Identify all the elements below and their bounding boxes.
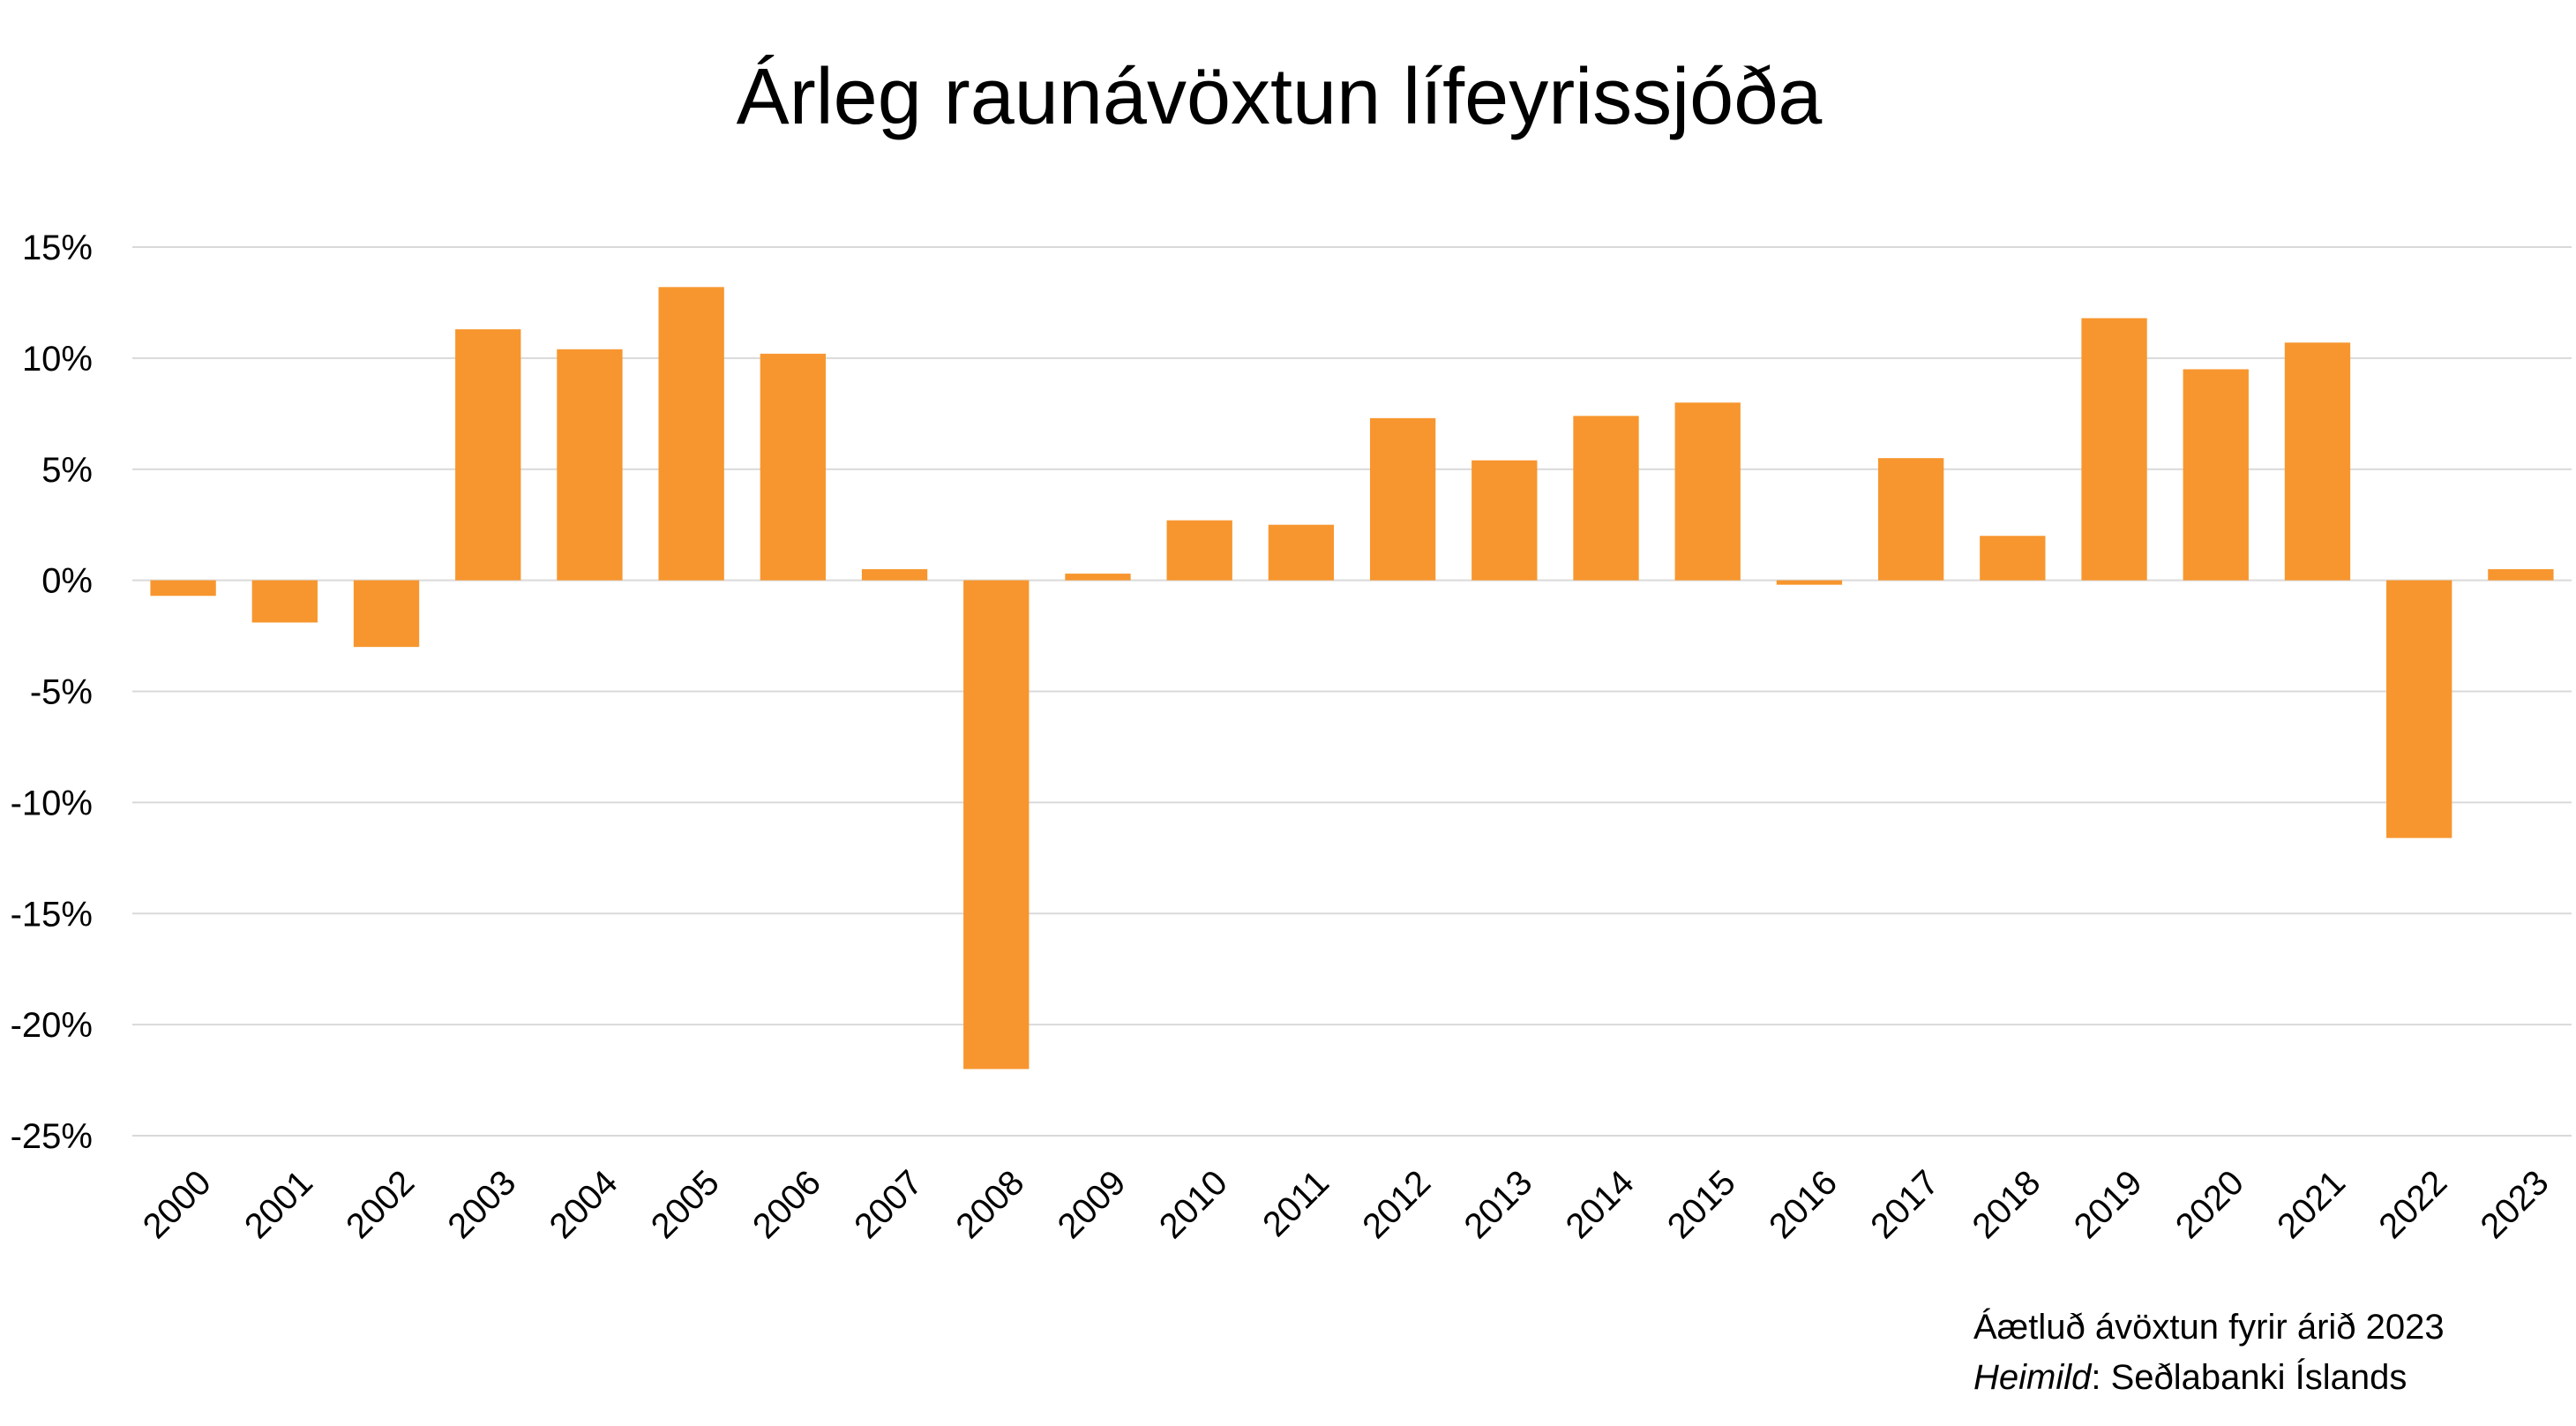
- x-tick-label: 2001: [237, 1163, 320, 1246]
- bar-2011: [1268, 524, 1335, 581]
- x-tick-label: 2012: [1355, 1163, 1438, 1246]
- source-note: Heimild: Seðlabanki Íslands: [1973, 1357, 2407, 1397]
- x-tick-label: 2021: [2270, 1163, 2353, 1246]
- x-tick-label: 2009: [1051, 1163, 1134, 1246]
- bar-2022: [2386, 580, 2452, 838]
- y-tick-label: -25%: [11, 1117, 93, 1156]
- y-tick-label: 10%: [22, 340, 93, 379]
- bar-2008: [963, 580, 1030, 1070]
- bar-2017: [1877, 458, 1944, 581]
- y-tick-label: -20%: [11, 1006, 93, 1045]
- x-tick-label: 2013: [1456, 1163, 1539, 1246]
- bar-2005: [658, 287, 724, 581]
- bar-2002: [353, 580, 420, 648]
- x-tick-label: 2018: [1965, 1163, 2048, 1246]
- bar-2021: [2284, 342, 2351, 581]
- x-tick-label: 2003: [440, 1163, 523, 1246]
- source-separator: :: [2091, 1358, 2110, 1397]
- y-tick-label: 15%: [22, 229, 93, 267]
- bar-2010: [1166, 520, 1232, 581]
- x-tick-label: 2008: [948, 1163, 1031, 1246]
- bar-2012: [1369, 417, 1436, 581]
- y-tick-label: -10%: [11, 784, 93, 822]
- y-tick-label: -5%: [30, 673, 93, 712]
- x-axis-tick-labels: 2000 2001 2002 2003 2004 2005 2006 2007 2008 2009…: [136, 1163, 2557, 1246]
- y-axis-tick-labels: 15% 10% 5% 0% -5% -10% -15% -20% -25%: [11, 229, 93, 1156]
- x-tick-label: 2000: [136, 1163, 219, 1246]
- y-tick-label: 0%: [41, 562, 93, 601]
- bar-2020: [2183, 369, 2249, 581]
- bar-2015: [1674, 402, 1741, 581]
- bar-2018: [1980, 536, 2046, 581]
- x-tick-label: 2023: [2474, 1163, 2557, 1246]
- x-tick-label: 2019: [2067, 1163, 2150, 1246]
- x-tick-label: 2020: [2168, 1163, 2251, 1246]
- bar-2016: [1776, 580, 1843, 585]
- x-tick-label: 2022: [2371, 1163, 2454, 1246]
- y-tick-label: -15%: [11, 895, 93, 934]
- bar-2001: [251, 580, 318, 623]
- bar-2006: [760, 353, 827, 581]
- x-tick-label: 2015: [1660, 1163, 1743, 1246]
- footnote: Áætluð ávöxtun fyrir árið 2023 Heimild: …: [1973, 1307, 2445, 1397]
- x-tick-label: 2017: [1863, 1163, 1946, 1246]
- x-tick-label: 2002: [339, 1163, 422, 1246]
- x-tick-label: 2004: [543, 1163, 625, 1246]
- source-label: Heimild: [1973, 1358, 2093, 1397]
- estimate-note: Áætluð ávöxtun fyrir árið 2023: [1973, 1307, 2445, 1347]
- bar-2009: [1065, 574, 1131, 581]
- x-tick-label: 2005: [644, 1163, 727, 1246]
- bar-2003: [455, 329, 521, 581]
- x-tick-label: 2006: [745, 1163, 828, 1246]
- source-value: Seðlabanki Íslands: [2111, 1357, 2408, 1397]
- bar-2019: [2081, 318, 2147, 581]
- bar-2004: [557, 349, 623, 581]
- grid-lines: [132, 246, 2572, 1137]
- bar-2013: [1471, 460, 1538, 581]
- bar-2023: [2488, 569, 2554, 581]
- x-tick-label: 2014: [1559, 1163, 1642, 1246]
- bar-2014: [1573, 416, 1639, 581]
- x-tick-label: 2007: [847, 1163, 930, 1246]
- bar-2000: [150, 580, 216, 597]
- x-tick-label: 2010: [1152, 1163, 1235, 1246]
- bar-2007: [861, 569, 928, 581]
- bars: [150, 287, 2554, 1070]
- y-tick-label: 5%: [41, 451, 93, 490]
- x-tick-label: 2011: [1255, 1163, 1337, 1244]
- x-tick-label: 2016: [1762, 1163, 1845, 1246]
- chart-title: Árleg raunávöxtun lífeyrissjóða: [737, 53, 1823, 141]
